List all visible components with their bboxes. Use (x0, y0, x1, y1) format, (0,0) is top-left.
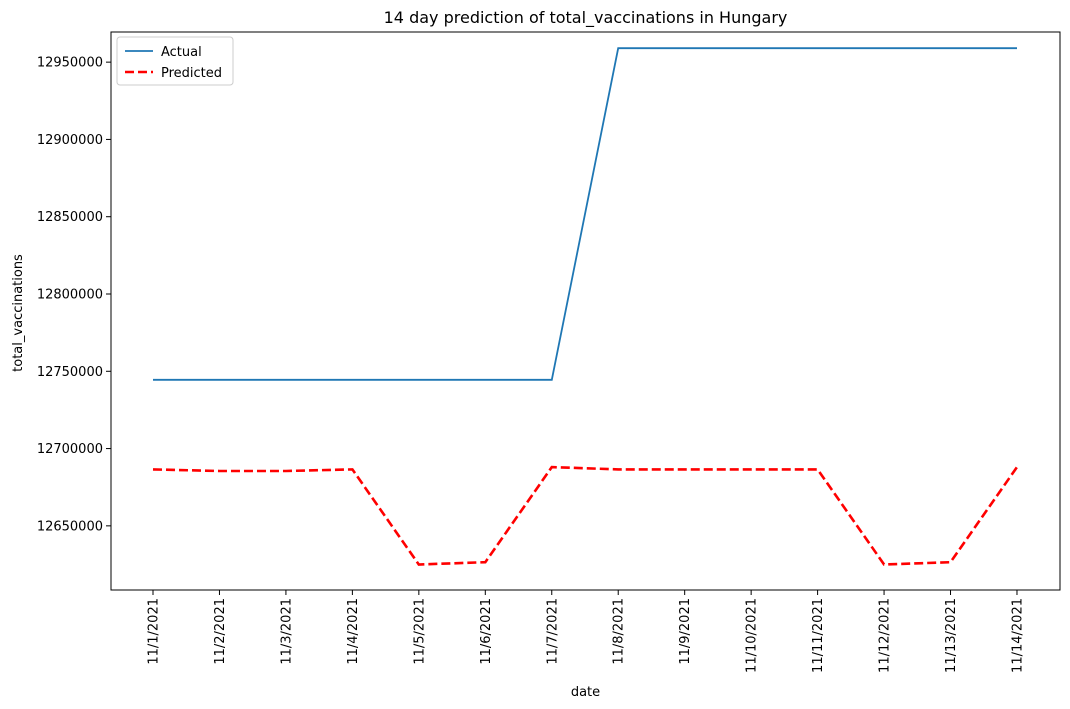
x-tick-label: 11/7/2021 (545, 598, 560, 665)
x-tick-label: 11/10/2021 (745, 598, 760, 673)
x-tick-label: 11/1/2021 (147, 598, 162, 665)
x-tick-label: 11/3/2021 (279, 598, 294, 665)
x-tick-label: 11/4/2021 (346, 598, 361, 665)
x-tick-label: 11/8/2021 (612, 598, 627, 665)
y-tick-label: 12750000 (37, 365, 103, 380)
y-tick-label: 12850000 (37, 210, 103, 225)
axis-ticks: 12650000 12700000 12750000 12800000 12850000… (37, 56, 1026, 673)
series-line-predicted (152, 465, 1019, 566)
x-axis-label: date (571, 685, 600, 700)
x-tick-label: 11/6/2021 (479, 598, 494, 665)
legend: Actual Predicted (116, 36, 234, 86)
plot-frame (110, 31, 1061, 591)
x-tick-label: 11/5/2021 (412, 598, 427, 665)
x-tick-label: 11/14/2021 (1010, 598, 1025, 673)
x-tick-label: 11/11/2021 (811, 598, 826, 673)
series-line-actual (153, 47, 1017, 381)
y-axis-label: total_vaccinations (11, 254, 26, 372)
x-tick-label: 11/13/2021 (944, 598, 959, 673)
y-tick-label: 12650000 (37, 519, 103, 534)
y-tick-label: 12800000 (37, 287, 103, 302)
x-tick-label: 11/12/2021 (878, 598, 893, 673)
legend-label-actual: Actual (161, 45, 202, 60)
x-tick-label: 11/2/2021 (213, 598, 228, 665)
legend-label-predicted: Predicted (161, 66, 222, 81)
x-tick-label: 11/9/2021 (678, 598, 693, 665)
y-tick-label: 12900000 (37, 133, 103, 148)
y-tick-label: 12950000 (37, 56, 103, 71)
plot-lines (152, 47, 1019, 566)
y-tick-label: 12700000 (37, 442, 103, 457)
chart-title: 14 day prediction of total_vaccinations … (384, 8, 788, 28)
